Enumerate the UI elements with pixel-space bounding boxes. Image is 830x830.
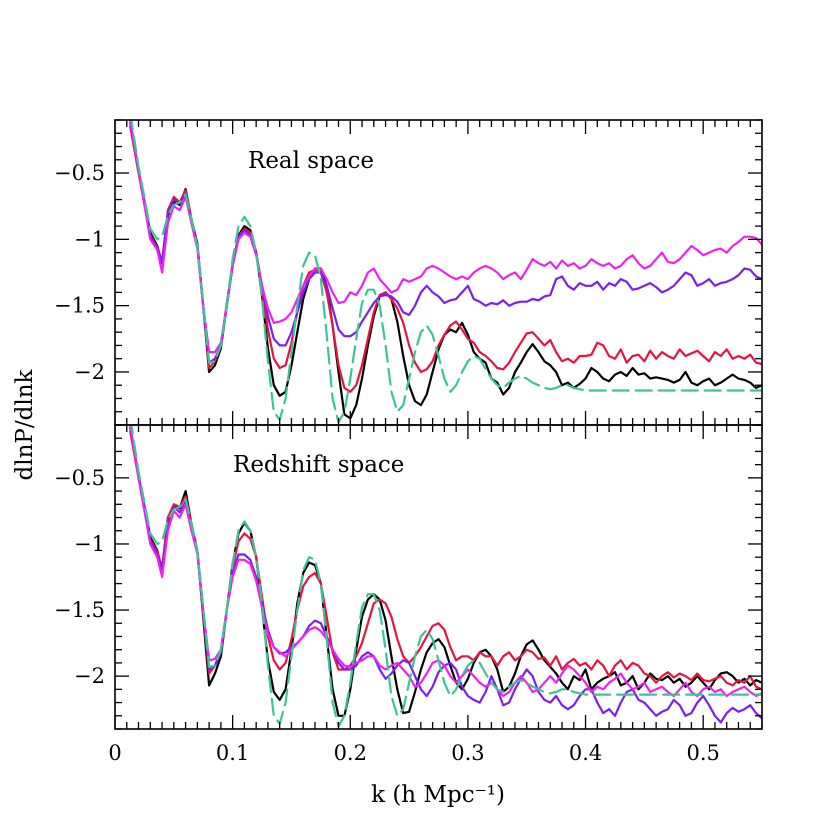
real-series-line-teal <box>130 120 762 424</box>
y-tick-label: −1.5 <box>54 294 105 318</box>
y-tick-label: −1.5 <box>54 598 105 622</box>
y-axis-title: dlnP/dlnk <box>12 368 38 480</box>
redshift-series-line-violet <box>129 426 762 724</box>
real-space-ticks: −2 −1.5 −1 −0.5 <box>54 119 763 426</box>
real-space-series-group <box>129 120 762 424</box>
redshift-space-title: Redshift space <box>233 452 404 478</box>
y-tick-label: −2 <box>74 664 105 688</box>
x-tick-label: 0.2 <box>334 741 367 765</box>
redshift-series-line-magenta <box>129 425 762 698</box>
y-tick-label: −1 <box>74 532 105 556</box>
redshift-series-line-teal <box>130 425 762 728</box>
x-tick-label: 0.4 <box>569 741 602 765</box>
x-tick-label: 0 <box>108 741 121 765</box>
redshift-space-panel: −2 −1.5 −1 −0.5 Redshift space <box>54 424 763 730</box>
x-tick-label: 0.5 <box>686 741 719 765</box>
redshift-space-plot-frame <box>114 424 763 730</box>
real-series-line-violet <box>129 121 762 364</box>
y-tick-label: −0.5 <box>54 161 105 185</box>
y-tick-label: −1 <box>74 227 105 251</box>
redshift-space-series-group <box>129 425 762 728</box>
real-space-panel: −2 −1.5 −1 −0.5 Real space <box>54 119 763 426</box>
x-tick-labels: 0 0.1 0.2 0.3 0.4 0.5 <box>108 741 720 765</box>
y-tick-label: −0.5 <box>54 466 105 490</box>
y-tick-label: −2 <box>74 360 105 384</box>
real-space-title: Real space <box>248 148 374 174</box>
real-series-line-magenta <box>129 120 762 354</box>
redshift-series-line-red <box>129 430 762 691</box>
x-tick-label: 0.3 <box>451 741 484 765</box>
x-axis-title: k (h Mpc⁻¹) <box>371 782 505 808</box>
redshift-space-ticks: −2 −1.5 −1 −0.5 <box>54 424 763 730</box>
x-tick-label: 0.1 <box>216 741 249 765</box>
real-series-line-black <box>129 121 762 420</box>
